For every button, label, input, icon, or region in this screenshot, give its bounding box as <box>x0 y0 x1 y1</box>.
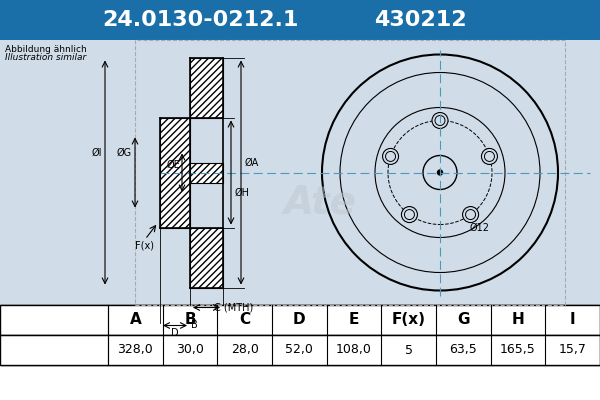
Bar <box>190 228 223 288</box>
Text: E: E <box>349 312 359 328</box>
Text: 108,0: 108,0 <box>336 344 372 356</box>
Bar <box>190 58 223 118</box>
Text: B: B <box>184 312 196 328</box>
Text: B: B <box>191 320 197 330</box>
Text: C (MTH): C (MTH) <box>215 302 254 312</box>
Circle shape <box>481 148 497 164</box>
Text: I: I <box>570 312 575 328</box>
Text: 5: 5 <box>404 344 413 356</box>
Text: C: C <box>239 312 250 328</box>
Text: 24.0130-0212.1: 24.0130-0212.1 <box>102 10 298 30</box>
Text: 15,7: 15,7 <box>559 344 587 356</box>
Text: 52,0: 52,0 <box>286 344 313 356</box>
Text: 30,0: 30,0 <box>176 344 204 356</box>
Text: ØH: ØH <box>235 188 250 198</box>
Bar <box>160 118 190 228</box>
Text: 165,5: 165,5 <box>500 344 536 356</box>
Text: ØI: ØI <box>91 148 102 158</box>
Text: D: D <box>171 328 179 338</box>
Text: Ate: Ate <box>284 184 356 222</box>
Bar <box>190 162 223 182</box>
Text: D: D <box>293 312 305 328</box>
Text: Abbildung ähnlich: Abbildung ähnlich <box>5 45 87 54</box>
Bar <box>0 0 600 40</box>
Bar <box>0 335 600 365</box>
Bar <box>0 305 600 365</box>
Text: H: H <box>512 312 524 328</box>
Text: 28,0: 28,0 <box>231 344 259 356</box>
Bar <box>0 305 600 335</box>
Text: ØA: ØA <box>245 158 259 168</box>
Circle shape <box>383 148 398 164</box>
Bar <box>135 40 565 305</box>
Circle shape <box>432 112 448 128</box>
Text: 63,5: 63,5 <box>449 344 477 356</box>
Text: Illustration similar: Illustration similar <box>5 53 86 62</box>
Circle shape <box>437 170 443 175</box>
Text: 430212: 430212 <box>374 10 466 30</box>
Text: Ø12: Ø12 <box>470 222 490 232</box>
Bar <box>0 40 600 305</box>
Text: ØG: ØG <box>117 148 132 158</box>
Text: G: G <box>457 312 470 328</box>
Text: F(x): F(x) <box>136 240 155 250</box>
Text: F(x): F(x) <box>392 312 425 328</box>
Circle shape <box>401 206 418 222</box>
Circle shape <box>463 206 479 222</box>
Text: A: A <box>130 312 141 328</box>
Text: ØE: ØE <box>166 160 180 170</box>
Text: 328,0: 328,0 <box>118 344 153 356</box>
